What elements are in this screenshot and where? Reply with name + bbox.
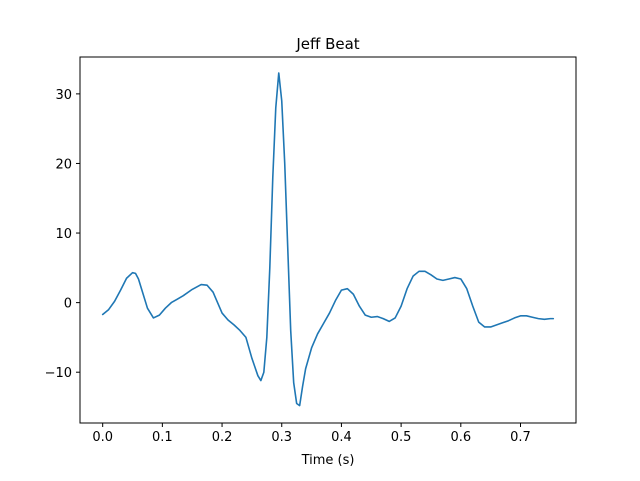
x-tick-label: 0.4: [331, 430, 352, 445]
x-tick-label: 0.6: [450, 430, 471, 445]
y-tick-label: 30: [55, 88, 72, 103]
x-tick-label: 0.0: [92, 430, 113, 445]
y-tick-label: 20: [55, 157, 72, 172]
y-tick-label: −10: [45, 366, 72, 381]
x-tick-label: 0.5: [391, 430, 412, 445]
plot-area: 0.0 0.1 0.2 0.3 0.4 0.5 0.6 0.7 −10 0 10 20 30: [45, 56, 577, 445]
y-tick-label: 0: [64, 297, 72, 312]
y-tick-label: 10: [55, 227, 72, 242]
x-tick-label: 0.2: [212, 430, 233, 445]
x-tick-label: 0.7: [510, 430, 531, 445]
axes-frame: [79, 56, 577, 424]
chart-title: Jeff Beat: [295, 35, 359, 53]
x-tick-label: 0.3: [271, 430, 292, 445]
x-axis-label: Time (s): [301, 453, 355, 468]
series-line-0: [101, 72, 555, 407]
x-tick-label: 0.1: [152, 430, 173, 445]
